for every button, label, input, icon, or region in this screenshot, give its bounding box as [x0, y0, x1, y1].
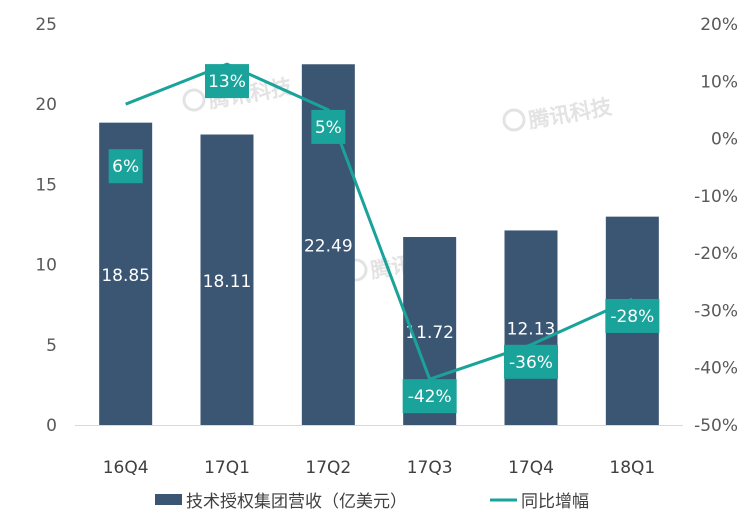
line-data-label: -28%: [610, 307, 654, 327]
bar: [200, 134, 254, 425]
watermark-logo-icon: [502, 108, 526, 132]
left-axis: 0 5 10 15 20 25: [35, 15, 57, 436]
line-data-label: -42%: [408, 387, 452, 407]
x-axis-category-label: 17Q2: [305, 458, 351, 478]
line-data-label-box: [205, 64, 249, 99]
line-data-label-box: [504, 344, 558, 379]
right-axis-tick-label: 20%: [700, 15, 738, 35]
bar-data-label: 22.49: [304, 237, 353, 257]
left-axis-tick-label: 0: [46, 416, 57, 436]
line-data-label-box: [108, 149, 143, 184]
right-axis-tick-label: 10%: [700, 72, 738, 92]
bar-data-label: 18.11: [203, 272, 252, 292]
line-data-label: -36%: [509, 353, 553, 373]
left-axis-tick-label: 15: [35, 175, 57, 195]
legend: 技术授权集团营收（亿美元） 同比增幅: [155, 492, 589, 512]
bar-data-label: 12.13: [507, 320, 556, 340]
right-axis-tick-label: -40%: [694, 359, 738, 379]
right-axis-tick-label: -50%: [694, 416, 738, 436]
x-axis-category-label: 17Q4: [508, 458, 554, 478]
left-axis-tick-label: 10: [35, 256, 57, 276]
right-axis: -50% -40% -30% -20% -10% 0% 10% 20%: [694, 15, 738, 436]
line-data-label-box: [402, 379, 457, 414]
bar-data-label: 18.85: [101, 266, 150, 286]
x-axis-category-label: 18Q1: [609, 458, 655, 478]
line-data-label: 5%: [315, 118, 342, 138]
right-axis-tick-label: -10%: [694, 187, 738, 207]
line-data-labels: 6% 13% 5% -42% -36% -28%: [108, 64, 660, 414]
line-data-label: 6%: [112, 157, 139, 177]
watermark-logo-icon: [182, 88, 206, 112]
legend-bar-label: 技术授权集团营收（亿美元）: [186, 492, 407, 512]
legend-bar-swatch: [155, 494, 182, 505]
left-axis-tick-label: 5: [46, 336, 57, 356]
line-data-label-box: [605, 298, 660, 333]
legend-line-label: 同比增幅: [521, 492, 589, 512]
bar-data-label: 11.72: [405, 323, 454, 343]
line-data-label-box: [311, 109, 346, 144]
right-axis-tick-label: -30%: [694, 301, 738, 321]
right-axis-tick-label: -20%: [694, 244, 738, 264]
x-axis-category-label: 17Q3: [407, 458, 453, 478]
x-axis-category-label: 16Q4: [103, 458, 149, 478]
left-axis-tick-label: 20: [35, 95, 57, 115]
x-axis-categories: 16Q4 17Q1 17Q2 17Q3 17Q4 18Q1: [103, 458, 656, 478]
left-axis-tick-label: 25: [35, 15, 57, 35]
right-axis-tick-label: 0%: [711, 130, 738, 150]
bar: [504, 230, 558, 425]
line-data-label: 13%: [208, 72, 246, 92]
x-axis-category-label: 17Q1: [204, 458, 250, 478]
